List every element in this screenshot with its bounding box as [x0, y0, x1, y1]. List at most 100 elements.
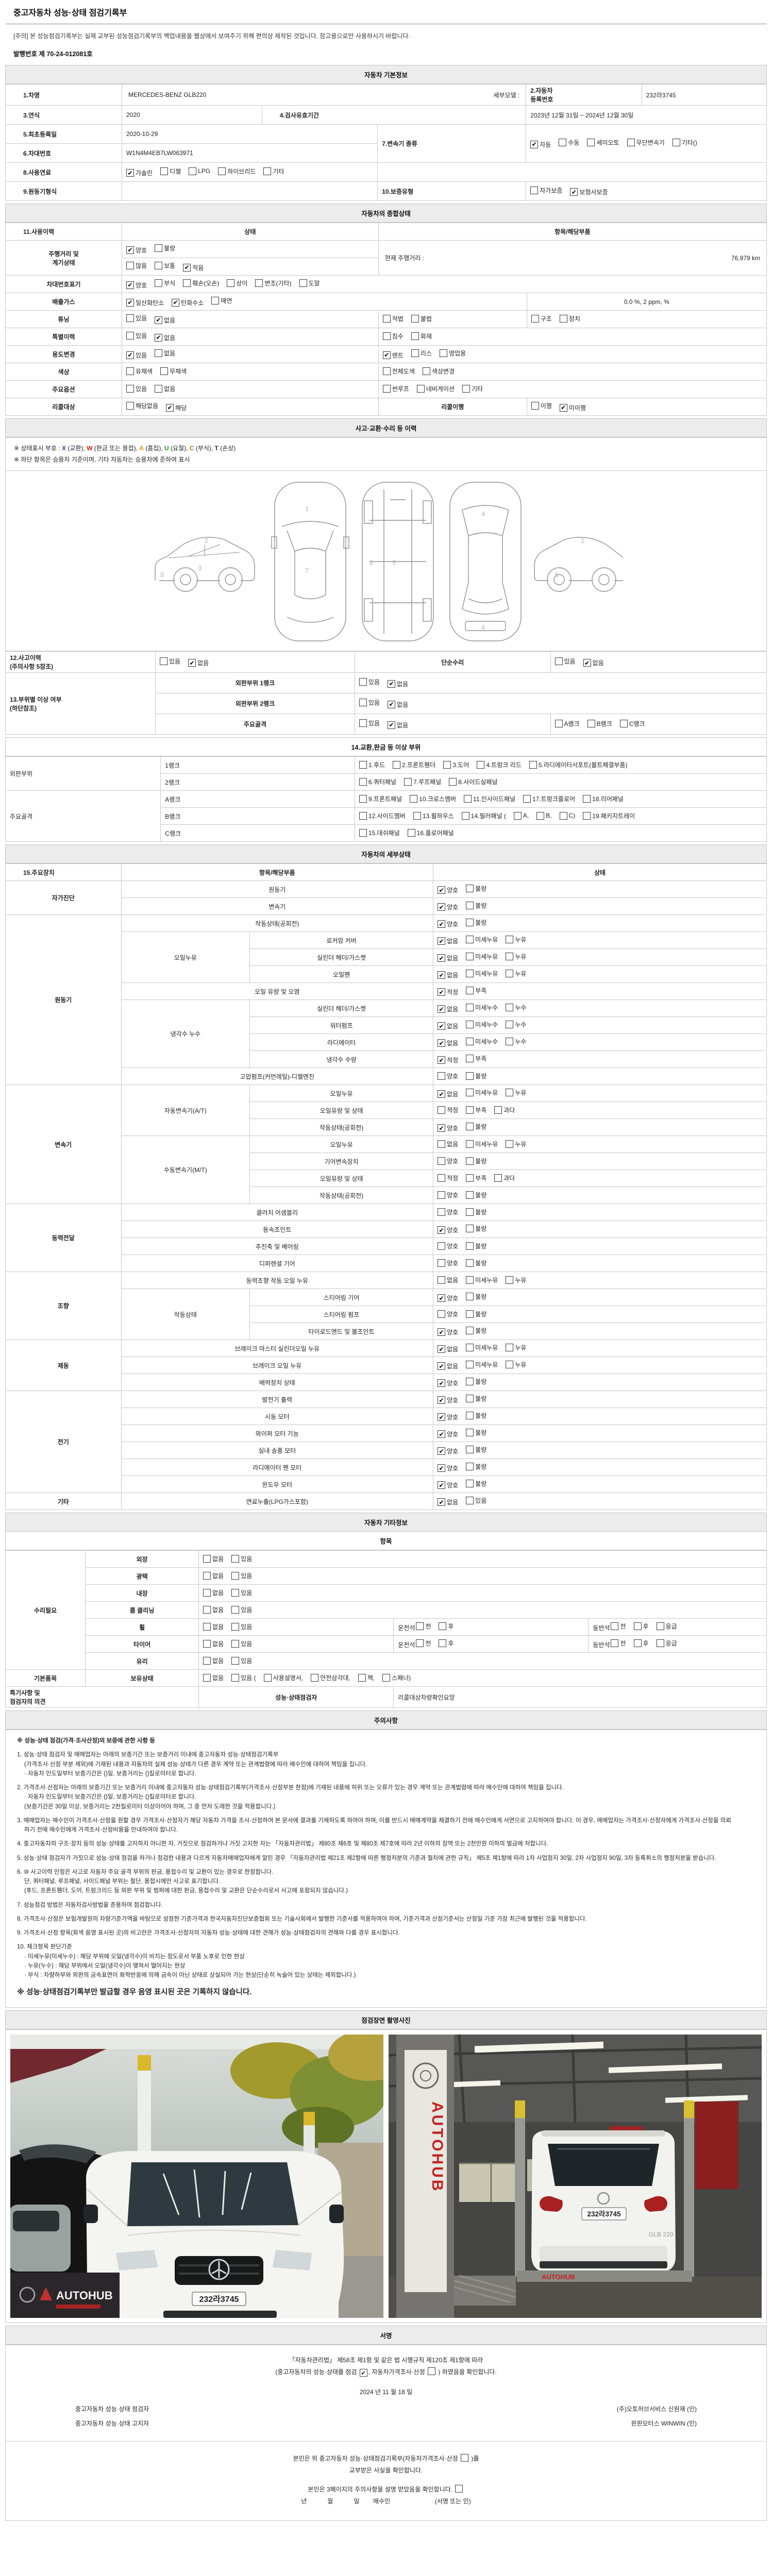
checkbox-불량[interactable]: 불량	[466, 1445, 486, 1454]
checkbox-전[interactable]: 전	[416, 1622, 431, 1631]
checkbox-불량[interactable]: 불량	[466, 1259, 486, 1267]
checkbox-누유[interactable]: 누유	[506, 1276, 526, 1284]
checkbox-구조[interactable]: 구조	[531, 314, 552, 323]
checkbox-장치[interactable]: 장치	[559, 314, 580, 323]
checkbox-없음[interactable]: ✔ 없음	[188, 658, 209, 667]
checkbox-있음[interactable]: ✔ 있음	[126, 351, 147, 360]
checkbox-화재[interactable]: 화재	[411, 332, 432, 341]
checkbox-9.프론트패널[interactable]: 9.프론트패널	[359, 794, 402, 803]
checkbox-없음[interactable]: 없음	[438, 1276, 458, 1284]
checkbox-불량[interactable]: 불량	[466, 918, 486, 927]
checkbox-양호[interactable]: ✔ 양호	[438, 886, 458, 894]
checkbox-없음[interactable]: ✔ 없음	[388, 721, 408, 730]
inline-checkbox-checked[interactable]: ✔	[359, 2369, 367, 2377]
checkbox-14.필러패널[interactable]: 14.필러패널 (	[461, 811, 506, 820]
checkbox-전[interactable]: 전	[611, 1622, 626, 1631]
checkbox-19.패키지트레이[interactable]: 19.패키지트레이	[583, 811, 635, 820]
inline-checkbox[interactable]	[455, 2484, 463, 2493]
checkbox-자동[interactable]: ✔ 자동	[530, 140, 551, 149]
checkbox-많음[interactable]: 많음	[126, 261, 147, 270]
checkbox-양호[interactable]: ✔ 양호	[438, 1226, 458, 1234]
checkbox-미세누유[interactable]: 미세누유	[466, 1088, 498, 1097]
checkbox-없음[interactable]: ✔ 없음	[438, 1090, 458, 1098]
inline-checkbox[interactable]	[461, 2454, 469, 2462]
checkbox-18.리어패널[interactable]: 18.리어패널	[583, 794, 624, 803]
checkbox-16.플로어패널[interactable]: 16.플로어패널	[407, 828, 454, 837]
checkbox-적음[interactable]: ✔ 적음	[183, 263, 204, 272]
checkbox-가솔린[interactable]: ✔ 가솔린	[126, 168, 153, 177]
checkbox-없음[interactable]: 없음	[438, 1140, 458, 1148]
checkbox-있음[interactable]: 있음	[231, 1588, 252, 1597]
checkbox-있음[interactable]: 있음	[159, 657, 180, 666]
checkbox-자가보증[interactable]: 자가보증	[530, 186, 562, 195]
checkbox-양호[interactable]: 양호	[438, 1072, 458, 1080]
checkbox-3.도어[interactable]: 3.도어	[443, 760, 469, 769]
checkbox-4.트렁크-리드[interactable]: 4.트렁크 리드	[477, 760, 522, 769]
checkbox-렌트[interactable]: ✔ 렌트	[382, 351, 404, 360]
checkbox-있음[interactable]: 있음	[231, 1554, 252, 1563]
checkbox-불량[interactable]: 불량	[155, 244, 175, 252]
checkbox-디젤[interactable]: 디젤	[160, 167, 181, 176]
checkbox-후[interactable]: 후	[633, 1622, 649, 1631]
checkbox-리스[interactable]: 리스	[411, 349, 432, 358]
checkbox-양호[interactable]: ✔ 양호	[438, 903, 458, 911]
checkbox-있음[interactable]: 있음	[466, 1496, 486, 1505]
checkbox-있음[interactable]: 있음	[231, 1571, 252, 1580]
checkbox-보통[interactable]: 보통	[155, 261, 175, 270]
checkbox-불량[interactable]: 불량	[466, 1242, 486, 1250]
checkbox-없음[interactable]: 없음	[203, 1656, 224, 1665]
checkbox-불량[interactable]: 불량	[466, 1292, 486, 1301]
checkbox-없음[interactable]: ✔ 없음	[438, 1498, 458, 1506]
checkbox-양호[interactable]: ✔ 양호	[438, 1294, 458, 1302]
checkbox-없음[interactable]: 없음	[203, 1571, 224, 1580]
checkbox-있음[interactable]: 있음	[231, 1656, 252, 1665]
checkbox-누유[interactable]: 누유	[506, 935, 526, 944]
checkbox-불량[interactable]: 불량	[466, 1479, 486, 1488]
checkbox-누유[interactable]: 누유	[506, 1140, 526, 1148]
checkbox-과다[interactable]: 과다	[494, 1106, 515, 1114]
checkbox-양호[interactable]: 양호	[438, 1208, 458, 1216]
checkbox-적법[interactable]: 적법	[382, 314, 404, 323]
checkbox-불량[interactable]: 불량	[466, 1191, 486, 1199]
checkbox-무단변속기[interactable]: 무단변속기	[627, 138, 665, 147]
checkbox-B[interactable]: B,	[536, 811, 552, 820]
checkbox-양호[interactable]: ✔ 양호	[438, 1379, 458, 1387]
checkbox-전체도색[interactable]: 전체도색	[382, 367, 415, 376]
checkbox-누유[interactable]: 누유	[506, 969, 526, 978]
checkbox-미세누유[interactable]: 미세누유	[466, 1343, 498, 1352]
checkbox-A랭크[interactable]: A랭크	[554, 719, 580, 728]
checkbox-불량[interactable]: 불량	[466, 1394, 486, 1403]
checkbox-있음[interactable]: 있음	[231, 1605, 252, 1614]
checkbox-없음[interactable]: 없음	[203, 1673, 224, 1682]
checkbox-없음[interactable]: ✔ 없음	[438, 937, 458, 945]
checkbox-부족[interactable]: 부족	[466, 1054, 486, 1063]
checkbox-불량[interactable]: 불량	[466, 1310, 486, 1318]
checkbox-6.쿼터패널[interactable]: 6.쿼터패널	[359, 777, 396, 786]
checkbox-불량[interactable]: 불량	[466, 1462, 486, 1471]
checkbox-양호[interactable]: 양호	[438, 1191, 458, 1199]
checkbox-10.크로스멤버[interactable]: 10.크로스멤버	[410, 794, 456, 803]
checkbox-없음[interactable]: 없음	[203, 1639, 224, 1648]
checkbox-있음[interactable]: 있음	[359, 698, 380, 707]
checkbox-B랭크[interactable]: B랭크	[587, 719, 612, 728]
checkbox-부족[interactable]: 부족	[466, 1174, 486, 1182]
checkbox-적정[interactable]: ✔ 적정	[438, 988, 458, 996]
checkbox-15.대쉬패널[interactable]: 15.대쉬패널	[359, 828, 400, 837]
checkbox-있음[interactable]: 있음	[359, 677, 380, 686]
checkbox-누수[interactable]: 누수	[506, 1003, 526, 1012]
checkbox-없음[interactable]: ✔ 없음	[438, 954, 458, 962]
checkbox-없음[interactable]: 없음	[155, 384, 175, 393]
checkbox-색상변경[interactable]: 색상변경	[422, 367, 455, 376]
checkbox-변조-기타[interactable]: 변조(기타)	[255, 279, 292, 287]
checkbox-적정[interactable]: 적정	[438, 1106, 458, 1114]
checkbox-5.라디에이터서포트-볼트체결부품[interactable]: 5.라디에이터서포트(볼트체결부품)	[529, 760, 627, 769]
checkbox-누유[interactable]: 누유	[506, 952, 526, 961]
checkbox-세미오토[interactable]: 세미오토	[587, 138, 619, 147]
checkbox-탄화수소[interactable]: ✔ 탄화수소	[172, 298, 204, 307]
checkbox-응급[interactable]: 응급	[656, 1622, 677, 1631]
checkbox-유채색[interactable]: 유채색	[126, 367, 153, 376]
checkbox-있음[interactable]: 있음	[359, 719, 380, 727]
checkbox-있음[interactable]: 있음	[126, 384, 147, 393]
checkbox-불량[interactable]: 불량	[466, 1411, 486, 1420]
checkbox-응급[interactable]: 응급	[656, 1639, 677, 1648]
